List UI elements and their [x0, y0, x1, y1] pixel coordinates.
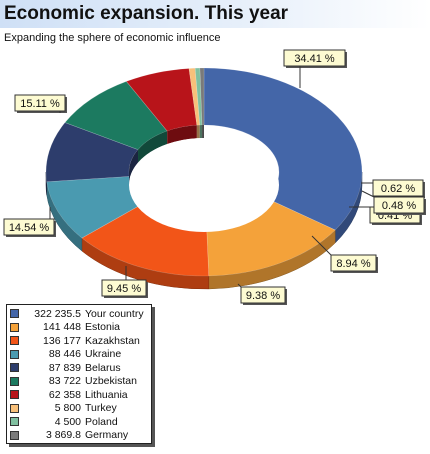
data-label-leader — [237, 283, 242, 288]
data-label-text: 9.45 % — [107, 283, 141, 295]
chart-title: Economic expansion. This year — [4, 3, 289, 24]
data-label-leader — [361, 190, 375, 198]
data-label-box — [3, 218, 55, 236]
data-label-text: 8.94 % — [336, 258, 370, 270]
data-label-turkey: 0.62 % — [361, 179, 425, 198]
legend-swatch — [10, 417, 19, 427]
data-label-uzbekistan: 8.94 % — [311, 235, 378, 273]
data-label-leader — [311, 235, 332, 256]
slice-inner-wall-poland — [199, 125, 203, 139]
slice-inner-wall-belarus — [129, 149, 139, 185]
legend-value: 88 446 — [48, 348, 81, 361]
legend-value: 141 448 — [43, 321, 81, 334]
legend-swatch — [10, 363, 19, 373]
legend-swatch — [10, 403, 19, 413]
legend-swatch — [10, 309, 19, 319]
slice-inner-wall-turkey — [196, 125, 200, 139]
data-label-box — [373, 196, 425, 214]
data-label-text: 0.48 % — [382, 200, 416, 212]
legend-label: Turkey — [85, 402, 117, 415]
data-label-text: 15.11 % — [20, 98, 60, 110]
legend-label: Uzbekistan — [85, 375, 137, 388]
data-label-box — [240, 286, 286, 304]
legend-item-turkey: 5 800 Turkey — [10, 402, 148, 416]
slice-inner-wall-lithuania — [167, 125, 197, 145]
legend-swatch — [10, 390, 19, 400]
data-label-text: 0.62 % — [381, 183, 415, 195]
data-label-text: 34.41 % — [294, 53, 335, 65]
chart-subtitle: Expanding the sphere of economic influen… — [4, 32, 221, 44]
legend-item-kazakhstan: 136 177 Kazakhstan — [10, 334, 148, 348]
legend-item-your-country: 322 235.5 Your country — [10, 307, 148, 321]
legend-label: Germany — [85, 429, 129, 442]
legend-swatch — [10, 376, 19, 386]
donut-hole — [129, 138, 279, 232]
legend-item-ukraine: 88 446 Ukraine — [10, 348, 148, 362]
data-label-box — [101, 279, 147, 297]
data-label-your-country: 34.41 % — [283, 49, 347, 88]
slice-inner-wall-uzbekistan — [138, 131, 168, 163]
legend-item-poland: 4 500 Poland — [10, 415, 148, 429]
data-label-box — [283, 49, 346, 67]
data-label-text: 9.38 % — [246, 290, 280, 302]
legend-item-estonia: 141 448 Estonia — [10, 321, 148, 335]
legend-value: 87 839 — [48, 361, 81, 374]
legend-label: Ukraine — [85, 348, 122, 361]
legend-value: 3 869.8 — [45, 429, 81, 442]
data-label-belarus: 9.38 % — [237, 283, 287, 305]
legend-item-germany: 3 869.8 Germany — [10, 429, 148, 443]
legend-value: 136 177 — [43, 334, 81, 347]
legend-item-lithuania: 62 358 Lithuania — [10, 388, 148, 402]
data-label-box — [372, 179, 424, 197]
data-label-estonia: 15.11 % — [14, 94, 67, 113]
legend-label: Belarus — [85, 361, 121, 374]
slice-your-country — [203, 67, 363, 231]
legend-value: 83 722 — [48, 375, 81, 388]
title-bar: Economic expansion. This year — [0, 0, 430, 28]
data-label-text: 14.54 % — [9, 222, 50, 234]
legend-swatch — [10, 430, 19, 440]
legend-label: Your country — [85, 307, 144, 320]
data-label-box — [330, 254, 377, 272]
legend-value: 322 235.5 — [34, 307, 81, 320]
legend-value: 4 500 — [54, 415, 81, 428]
data-label-ukraine: 9.45 % — [101, 266, 148, 298]
legend-value: 62 358 — [48, 388, 81, 401]
data-label-box — [14, 94, 66, 112]
chart-legend: 322 235.5 Your country 141 448 Estonia 136 1… — [6, 304, 152, 444]
legend-swatch — [10, 349, 19, 359]
legend-item-belarus: 87 839 Belarus — [10, 361, 148, 375]
legend-item-uzbekistan: 83 722 Uzbekistan — [10, 375, 148, 389]
legend-swatch — [10, 336, 19, 346]
data-label-poland: 0.48 % — [361, 190, 426, 215]
slice-inner-wall-germany — [202, 125, 204, 139]
legend-label: Lithuania — [85, 388, 128, 401]
legend-label: Kazakhstan — [85, 334, 140, 347]
legend-label: Poland — [85, 415, 118, 428]
data-label-kazakhstan: 14.54 % — [3, 207, 56, 237]
legend-label: Estonia — [85, 321, 121, 334]
legend-value: 5 800 — [54, 402, 81, 415]
legend-swatch — [10, 322, 19, 332]
